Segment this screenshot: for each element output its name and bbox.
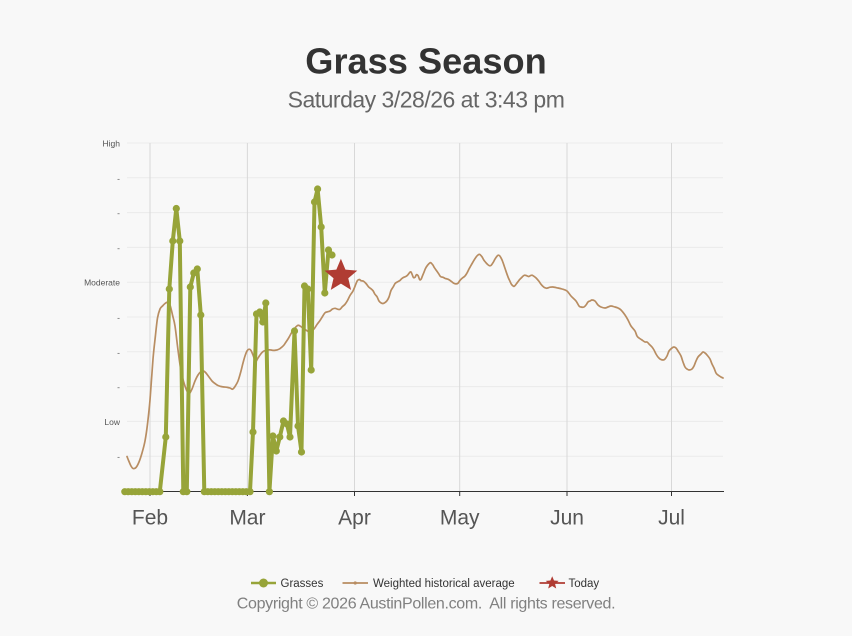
svg-text:Grasses: Grasses (281, 578, 324, 590)
svg-text:-: - (117, 347, 120, 357)
svg-text:Low: Low (104, 417, 120, 427)
svg-text:Copyright © 2026 AustinPollen.: Copyright © 2026 AustinPollen.com. All r… (237, 596, 615, 613)
svg-text:Saturday 3/28/26 at 3:43 pm: Saturday 3/28/26 at 3:43 pm (288, 87, 565, 113)
svg-text:Jun: Jun (550, 507, 584, 530)
svg-text:-: - (117, 243, 120, 253)
svg-text:High: High (103, 139, 121, 149)
svg-text:-: - (117, 173, 120, 183)
svg-text:May: May (440, 507, 480, 530)
svg-text:Jul: Jul (658, 507, 685, 530)
svg-text:Grass Season: Grass Season (305, 41, 546, 82)
svg-text:Weighted historical average: Weighted historical average (373, 578, 515, 590)
svg-text:Mar: Mar (229, 507, 265, 530)
svg-text:-: - (117, 452, 120, 462)
svg-text:Apr: Apr (338, 507, 371, 530)
svg-text:Today: Today (569, 578, 600, 590)
svg-text:Feb: Feb (132, 507, 168, 530)
svg-text:-: - (117, 382, 120, 392)
svg-text:-: - (117, 208, 120, 218)
svg-text:Moderate: Moderate (84, 278, 120, 288)
svg-text:-: - (117, 313, 120, 323)
